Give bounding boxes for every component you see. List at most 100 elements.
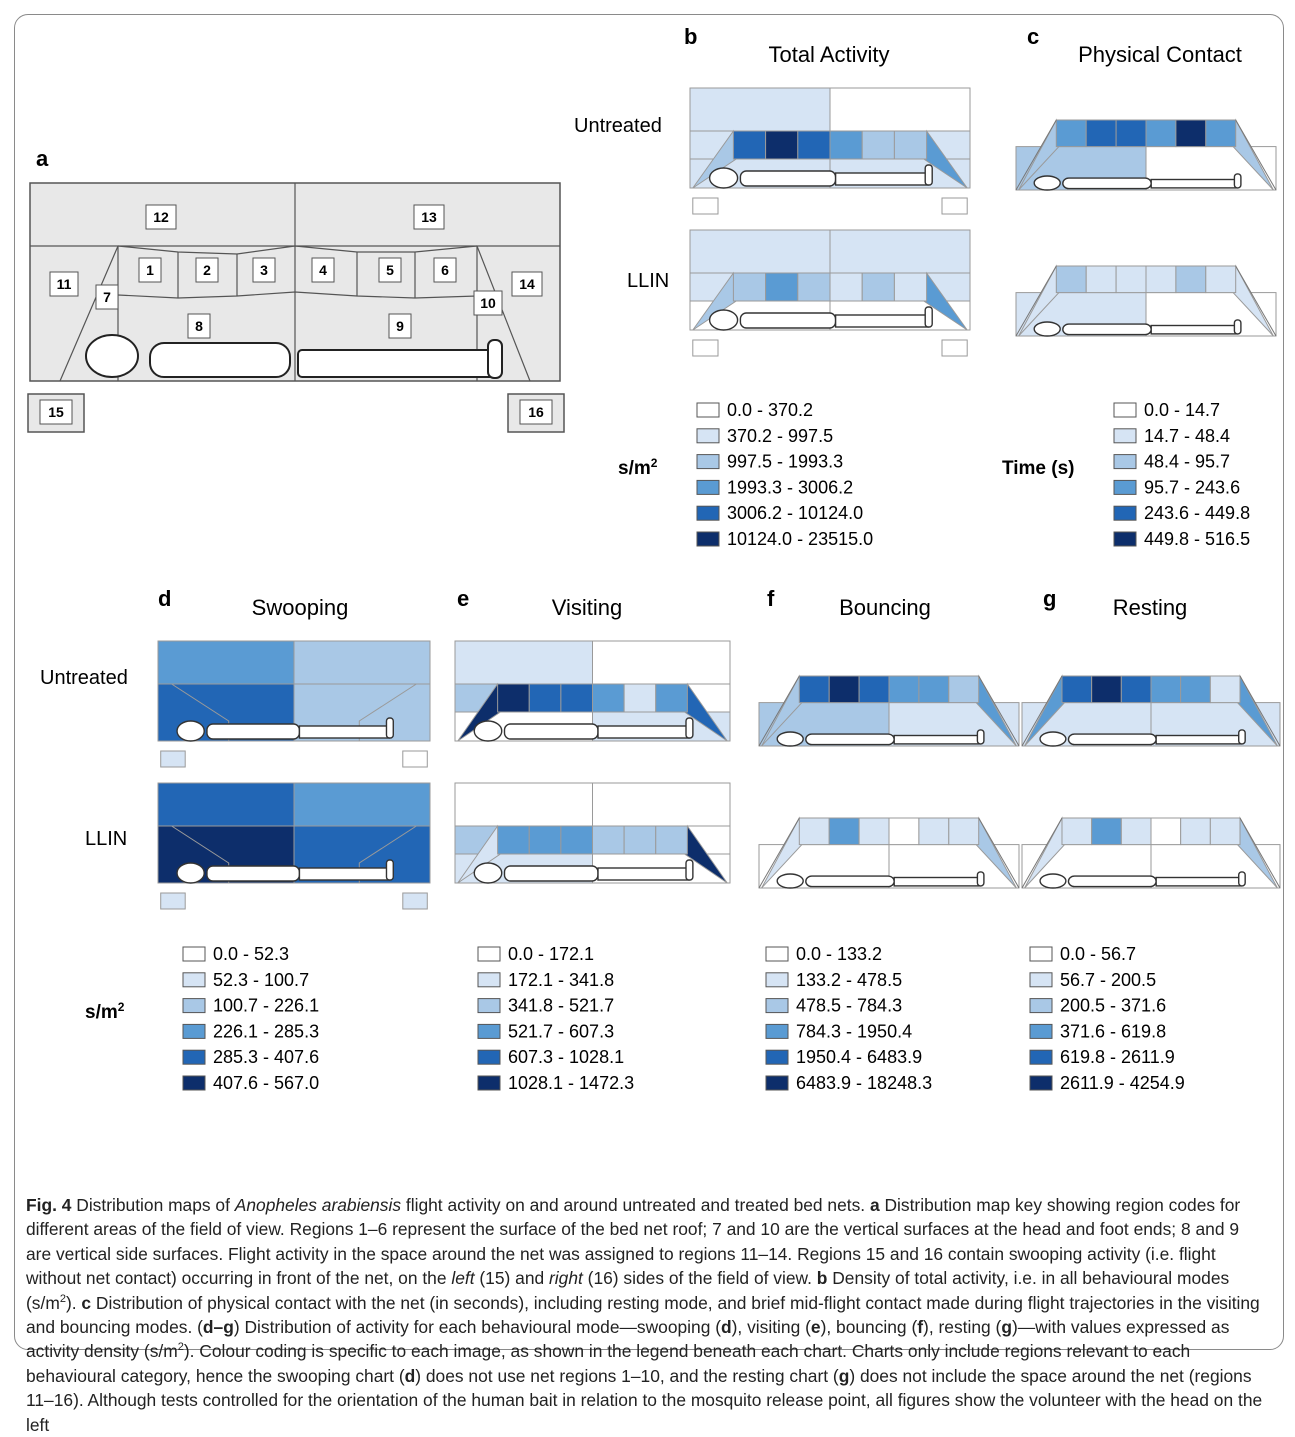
person-head (1039, 731, 1067, 747)
legend-swatch (696, 454, 720, 470)
legend-swatch (477, 1075, 501, 1091)
region-5 (623, 683, 657, 713)
legend-swatch (477, 946, 501, 962)
region-16 (941, 339, 968, 357)
region-4 (829, 272, 863, 302)
person-legs (834, 314, 929, 328)
panel-d-letter: d (158, 586, 171, 611)
legend-swatch (696, 531, 720, 547)
region-14-label: 14 (519, 276, 535, 292)
person-feet (1238, 871, 1246, 887)
legend-swatch (1113, 505, 1137, 521)
edge-left (1015, 119, 1057, 191)
edge-left (758, 675, 800, 747)
region-5 (1175, 119, 1207, 148)
region-16-label: 16 (528, 404, 544, 420)
region-13 (829, 229, 971, 274)
person-head (708, 309, 739, 331)
edge-left (758, 817, 800, 889)
legend-label: 0.0 - 133.2 (796, 944, 882, 964)
region-1 (1055, 119, 1087, 148)
legend-label: 200.5 - 371.6 (1060, 996, 1166, 1016)
legend-label: 2611.9 - 4254.9 (1060, 1073, 1185, 1093)
legend-label: 3006.2 - 10124.0 (727, 503, 863, 523)
legend-label: 6483.9 - 18248.3 (796, 1073, 932, 1093)
region-2 (1085, 119, 1117, 148)
panel-b-title: Total Activity (768, 42, 889, 67)
region-12-label: 12 (153, 209, 169, 225)
region-2 (828, 675, 860, 704)
region-1 (798, 817, 830, 846)
person-legs (597, 725, 690, 739)
region-16 (402, 892, 428, 910)
caption-fig-label: Fig. 4 (26, 1195, 72, 1215)
edge-right (978, 817, 1020, 889)
panel-f-title: Bouncing (839, 595, 931, 620)
person-feet (976, 871, 985, 887)
legend-label: 607.3 - 1028.1 (508, 1047, 624, 1067)
person-legs (834, 172, 929, 186)
legend-label: 56.7 - 200.5 (1060, 970, 1156, 990)
region-6 (948, 675, 980, 704)
person-feet (385, 859, 394, 881)
person-feet (685, 859, 694, 881)
panel-c-title: Physical Contact (1078, 42, 1242, 67)
legend-label: 100.7 - 226.1 (213, 996, 319, 1016)
region-12 (157, 782, 295, 827)
person-body (503, 865, 599, 882)
legend-swatch (1113, 531, 1137, 547)
person-legs (298, 725, 390, 739)
person-body (739, 312, 837, 329)
legend-swatch (1113, 428, 1137, 444)
region-12 (689, 229, 831, 274)
region-6 (1209, 675, 1241, 704)
region-2 (828, 817, 860, 846)
legend-label: 133.2 - 478.5 (796, 970, 902, 990)
region-4 (888, 817, 920, 846)
region-7-label: 7 (103, 289, 111, 305)
legend-label: 243.6 - 449.8 (1144, 503, 1250, 523)
panel-e-title: Visiting (552, 595, 623, 620)
person-feet (1238, 729, 1246, 745)
legend-label: 478.5 - 784.3 (796, 996, 902, 1016)
map-b-llin (689, 229, 971, 357)
panel-a-region-labels: 12 13 1 2 3 4 5 6 11 7 8 9 10 14 (49, 204, 543, 339)
person-head (1033, 321, 1061, 337)
region-8-label: 8 (195, 318, 203, 334)
region-3 (1120, 675, 1152, 704)
region-5 (1180, 675, 1211, 704)
region-13 (592, 782, 731, 827)
region-2 (1091, 675, 1122, 704)
panel-c-letter: c (1027, 24, 1039, 49)
panel-d-title: Swooping (252, 595, 349, 620)
person-legs (1150, 178, 1238, 189)
person-head (1039, 873, 1067, 889)
map-d-untreated (157, 640, 431, 768)
panel-f-letter: f (767, 586, 775, 611)
region-13 (293, 782, 431, 827)
legend-swatch (1029, 1049, 1053, 1065)
legend-label: 521.7 - 607.3 (508, 1021, 614, 1041)
legend-label: 407.6 - 567.0 (213, 1073, 319, 1093)
person-body (1062, 177, 1152, 190)
figure-graphics: a 12 13 1 2 3 4 5 6 11 7 8 (27, 24, 1281, 1093)
panel-g-title: Resting (1113, 595, 1188, 620)
person-head (176, 720, 205, 742)
region-5-label: 5 (386, 262, 394, 278)
person-body (805, 733, 895, 746)
edge-right (1239, 675, 1281, 747)
person-head (473, 862, 503, 884)
region-13 (293, 640, 431, 685)
region-16 (941, 197, 968, 215)
row-label-llin-bottom: LLIN (85, 828, 127, 850)
row-label-llin-top: LLIN (627, 270, 669, 292)
region-13 (829, 87, 971, 132)
region-1 (497, 683, 530, 713)
legend-label: 1993.3 - 3006.2 (727, 477, 853, 497)
panel-a-person (85, 334, 503, 379)
person-feet (385, 717, 394, 739)
person-body (206, 723, 301, 740)
region-15-label: 15 (48, 404, 64, 420)
legend-swatch (182, 998, 206, 1014)
legend-swatch (1029, 1023, 1053, 1039)
